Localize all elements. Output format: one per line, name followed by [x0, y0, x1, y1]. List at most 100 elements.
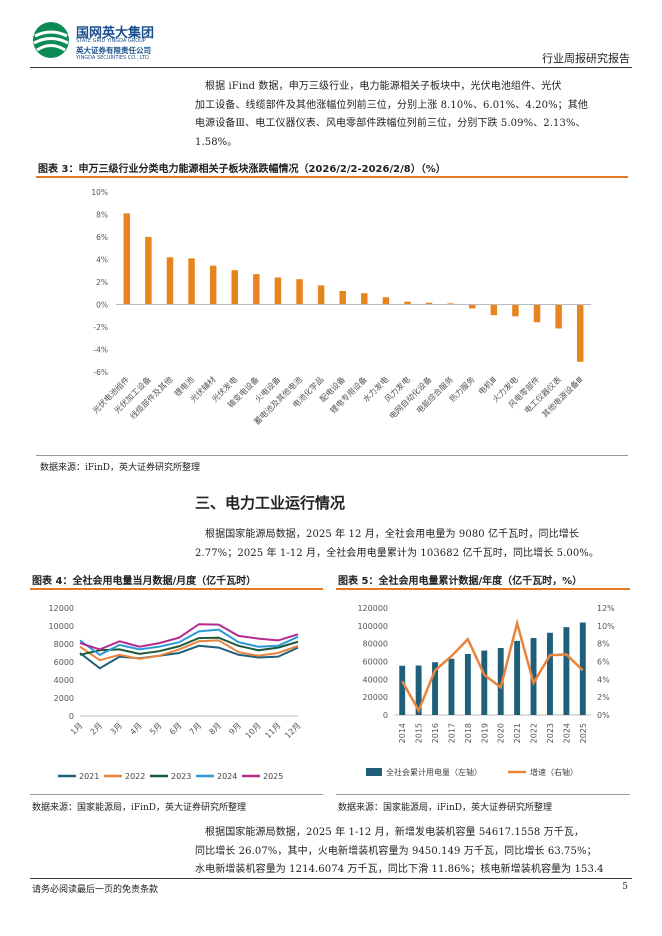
series-line-2025: [79, 623, 299, 651]
figure-3-source: 数据来源：iFinD，英大证券研究所整理: [40, 463, 201, 473]
series-line-2024: [79, 628, 299, 656]
legend-label: 2024: [217, 772, 237, 781]
x-tick-label: 2017: [447, 723, 456, 743]
figure-4-source: 数据来源：国家能源局，iFinD，英大证券研究所整理: [32, 803, 247, 813]
header-divider: [30, 67, 632, 68]
bar: [547, 632, 553, 715]
x-tick-label: 2021: [513, 723, 522, 743]
y-left-tick-label: 0: [383, 711, 388, 720]
bar: [533, 304, 541, 323]
y-right-tick-label: 8%: [597, 640, 610, 649]
x-tick-label: 8月: [208, 721, 224, 737]
y-tick-label: 0%: [96, 301, 108, 310]
x-tick-label: 7月: [188, 721, 204, 737]
x-tick-label: 2014: [398, 723, 407, 743]
bar: [514, 640, 521, 715]
y-tick-label: 8000: [54, 640, 74, 649]
x-tick-label: 2月: [89, 721, 105, 737]
y-tick-label: 10000: [49, 622, 74, 631]
y-tick-label: 10%: [91, 188, 108, 197]
bar: [188, 258, 195, 305]
x-tick-label: 6月: [168, 721, 184, 737]
bar: [415, 665, 422, 715]
bar: [576, 304, 584, 362]
paragraph-line: 根据国家能源局数据，2025 年 12 月，全社会用电量为 9080 亿千瓦时，…: [205, 529, 579, 540]
bar: [339, 291, 346, 305]
figure-4-bottom-rule: [30, 794, 323, 795]
x-tick-label: 11月: [263, 721, 282, 740]
bar: [317, 285, 325, 305]
bar: [361, 293, 368, 305]
bar: [404, 301, 411, 305]
bar: [497, 648, 504, 715]
bar: [563, 627, 570, 715]
bar: [490, 304, 498, 316]
footer-disclaimer: 请务必阅读最后一页的免责条款: [32, 885, 159, 895]
legend-label: 2023: [171, 772, 191, 781]
x-tick-label: 2020: [497, 723, 506, 743]
figure-3-bottom-rule: [36, 455, 628, 456]
x-tick-label: 2018: [464, 723, 473, 743]
x-tick-label: 2022: [530, 723, 539, 743]
figure-4-title: 图表 4：全社会用电量当月数据/月度（亿千瓦时）: [32, 576, 257, 587]
paragraph-2: 根据国家能源局数据，2025 年 12 月，全社会用电量为 9080 亿千瓦时，…: [195, 526, 635, 563]
bar: [481, 650, 488, 715]
growth-rate-line: [401, 618, 584, 714]
y-right-tick-label: 2%: [597, 693, 610, 702]
line-chart-monthly-consumption: 12000 10000 8000 6000 4000 2000 01月 2月 3月 4月 5月 6月 7…: [49, 604, 303, 781]
legend-label: 2025: [263, 772, 283, 781]
y-left-tick-label: 80000: [363, 640, 388, 649]
y-right-tick-label: 10%: [597, 622, 615, 631]
legend-label: 2021: [79, 772, 99, 781]
paragraph-line: 同比增长 26.07%，其中，火电新增装机容量为 9450.149 万千瓦，同比…: [195, 845, 597, 857]
bar: [166, 257, 174, 305]
x-tick-label: 锂电专用设备: [328, 374, 369, 415]
company-name-cn: 国网英大集团: [76, 26, 155, 41]
y-left-tick-label: 100000: [357, 622, 388, 631]
y-right-tick-label: 6%: [597, 658, 610, 667]
x-tick-label: 光伏电池组件: [90, 374, 131, 415]
legend-label: 增速（右轴）: [530, 767, 578, 777]
paragraph-1: 根据 iFind 数据，申万三级行业，电力能源相关子板块中，光伏电池组件、光伏 …: [195, 78, 635, 152]
y-tick-label: 6000: [54, 658, 74, 667]
y-tick-label: 6%: [96, 233, 108, 242]
x-tick-label: 4月: [128, 721, 144, 737]
bar: [464, 653, 471, 715]
x-tick-label: 电工仪器仪表: [522, 374, 563, 415]
section-title: 三、电力工业运行情况: [195, 494, 346, 512]
report-type: 行业周报研究报告: [542, 52, 630, 65]
y-tick-label: 2000: [54, 694, 74, 703]
legend-label: 2022: [125, 772, 145, 781]
page-number: 5: [622, 882, 628, 892]
legend-label: 全社会累计用电量（左轴）: [386, 767, 482, 777]
x-tick-label: 电能综合服务: [414, 374, 455, 415]
bar: [425, 302, 433, 305]
x-tick-label: 光伏加工设备: [112, 374, 153, 415]
y-tick-label: 4000: [54, 676, 74, 685]
series-line-2022: [79, 639, 299, 662]
paragraph-3: 根据国家能源局数据，2025 年 1-12 月，新增发电装机容量 54617.1…: [195, 824, 635, 880]
subsidiary-name-cn: 英大证券有限责任公司: [76, 46, 151, 55]
x-tick-label: 2019: [480, 723, 489, 743]
y-tick-label: 4%: [96, 256, 108, 265]
series-line-2023: [79, 636, 299, 656]
figure-5-bottom-rule: [336, 794, 630, 795]
figure-4-rule: [30, 588, 323, 590]
figure-3-title: 图表 3：申万三级行业分类电力能源相关子板块涨跌幅情况（2026/2/2-202…: [38, 164, 446, 175]
bar: [274, 277, 282, 305]
bar: [555, 304, 562, 329]
combo-chart-annual-consumption: 120000 100000 80000 60000 40000 20000 0 12% 10% 8…: [357, 604, 615, 777]
y-tick-label: -6%: [93, 368, 108, 377]
paragraph-line: 加工设备、线缆部件及其他涨幅位列前三位，分别上涨 8.10%、6.01%、4.2…: [195, 99, 588, 111]
bar: [512, 304, 519, 317]
figure-5-source: 数据来源：国家能源局，iFinD，英大证券研究所整理: [338, 803, 553, 813]
x-tick-label: 2016: [431, 723, 440, 743]
x-tick-label: 1月: [69, 721, 85, 737]
x-tick-label: 10月: [244, 721, 263, 740]
figure-3-rule: [36, 176, 628, 178]
paragraph-line: 2.77%；2025 年 1-12 月，全社会用电量累计为 103682 亿千瓦…: [195, 547, 599, 559]
bar: [382, 297, 390, 305]
legend-swatch-bar: [366, 768, 382, 776]
y-right-tick-label: 12%: [597, 604, 615, 613]
bar: [296, 279, 303, 305]
